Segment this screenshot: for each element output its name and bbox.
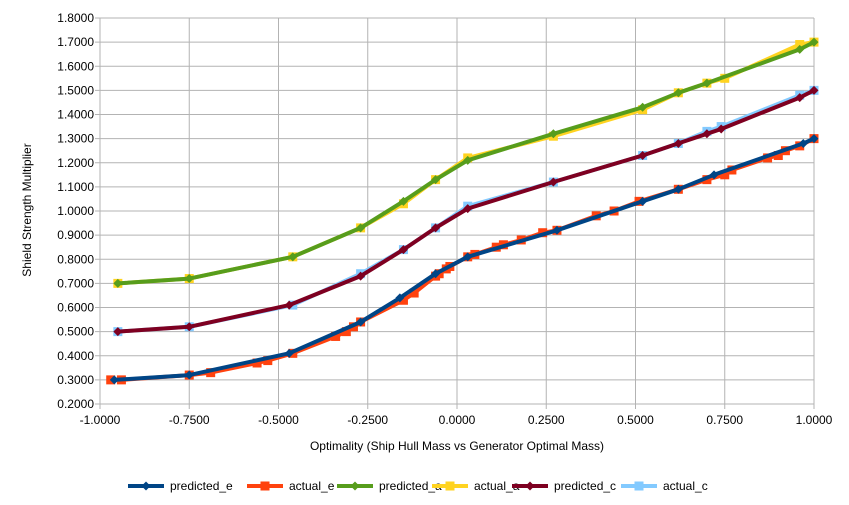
x-tick-label: -0.2500 xyxy=(347,413,388,427)
legend-marker-predicted_a xyxy=(350,481,360,491)
y-axis-ticks: 0.2000 0.3000 0.4000 0.5000 0.6000 0.7000 0.80… xyxy=(57,11,100,411)
data-point-predicted_a xyxy=(356,223,366,233)
data-point-predicted_e xyxy=(395,293,405,303)
y-axis-title: Shield Strength Multiplier xyxy=(20,143,34,276)
data-point-predicted_e xyxy=(709,170,719,180)
data-point-predicted_a xyxy=(184,274,194,284)
data-point-actual_e xyxy=(263,356,273,366)
data-point-actual_e xyxy=(206,368,216,378)
data-point-predicted_c xyxy=(638,151,648,161)
y-tick-label: 0.7000 xyxy=(57,276,94,290)
x-tick-label: 0.0000 xyxy=(439,413,476,427)
y-tick-label: 0.8000 xyxy=(57,252,94,266)
legend-marker-predicted_e xyxy=(141,481,151,491)
y-tick-label: 1.3000 xyxy=(57,132,94,146)
data-point-predicted_e xyxy=(809,134,819,144)
y-tick-label: 1.7000 xyxy=(57,35,94,49)
data-point-actual_e xyxy=(398,295,408,305)
legend-label-predicted_c: predicted_c xyxy=(554,479,616,493)
legend-marker-actual_c xyxy=(634,481,644,491)
data-point-predicted_e xyxy=(463,252,473,262)
data-point-predicted_c xyxy=(431,223,441,233)
legend-marker-actual_e xyxy=(260,481,270,491)
data-point-predicted_e xyxy=(356,317,366,327)
legend-label-actual_a: actual_a xyxy=(474,479,520,493)
series-predicted_e xyxy=(109,134,819,385)
x-tick-label: 0.5000 xyxy=(617,413,654,427)
series-layer xyxy=(106,37,819,385)
data-point-predicted_c xyxy=(398,245,408,255)
data-point-actual_e xyxy=(252,358,262,368)
data-point-predicted_e xyxy=(184,370,194,380)
data-point-predicted_e xyxy=(109,375,119,385)
data-point-predicted_c xyxy=(113,327,123,337)
data-point-predicted_e xyxy=(638,196,648,206)
series-predicted_c xyxy=(113,85,819,337)
gridlines xyxy=(99,17,815,405)
legend-marker-actual_a xyxy=(445,481,455,491)
data-point-predicted_c xyxy=(673,138,683,148)
data-point-actual_a xyxy=(795,40,805,50)
data-point-actual_e xyxy=(773,151,783,161)
data-point-predicted_e xyxy=(798,138,808,148)
data-point-predicted_e xyxy=(431,269,441,279)
y-tick-label: 0.3000 xyxy=(57,373,94,387)
data-point-predicted_e xyxy=(552,225,562,235)
data-point-actual_e xyxy=(341,327,351,337)
data-point-predicted_c xyxy=(716,124,726,134)
y-tick-label: 0.2000 xyxy=(57,397,94,411)
data-point-actual_e xyxy=(720,170,730,180)
data-point-actual_e xyxy=(331,331,341,341)
y-tick-label: 1.1000 xyxy=(57,180,94,194)
legend: predicted_e actual_e predicted_a actual_a pr… xyxy=(128,479,708,493)
x-tick-label: 1.0000 xyxy=(796,413,833,427)
x-tick-label: -0.5000 xyxy=(258,413,299,427)
data-point-predicted_a xyxy=(702,78,712,88)
series-predicted_a xyxy=(113,37,819,288)
x-tick-label: -0.7500 xyxy=(169,413,210,427)
legend-label-predicted_a: predicted_a xyxy=(379,479,442,493)
data-point-predicted_a xyxy=(548,129,558,139)
y-tick-label: 1.6000 xyxy=(57,59,94,73)
data-point-predicted_e xyxy=(673,184,683,194)
data-point-predicted_a xyxy=(431,175,441,185)
data-point-predicted_c xyxy=(795,93,805,103)
data-point-actual_e xyxy=(409,288,419,298)
x-axis-ticks: -1.0000 -0.7500 -0.5000 -0.2500 0.0000 0.2500… xyxy=(80,404,833,427)
data-point-predicted_c xyxy=(548,177,558,187)
y-tick-label: 1.0000 xyxy=(57,204,94,218)
legend-label-predicted_e: predicted_e xyxy=(170,479,233,493)
y-tick-label: 0.5000 xyxy=(57,325,94,339)
y-tick-label: 0.9000 xyxy=(57,228,94,242)
x-axis-title: Optimality (Ship Hull Mass vs Generator … xyxy=(310,439,604,453)
y-tick-label: 1.4000 xyxy=(57,108,94,122)
data-point-predicted_a xyxy=(463,155,473,165)
y-tick-label: 1.5000 xyxy=(57,83,94,97)
data-point-predicted_c xyxy=(356,271,366,281)
data-point-predicted_c xyxy=(702,129,712,139)
data-point-predicted_a xyxy=(795,44,805,54)
legend-label-actual_c: actual_c xyxy=(663,479,708,493)
y-tick-label: 0.6000 xyxy=(57,301,94,315)
legend-label-actual_e: actual_e xyxy=(289,479,335,493)
x-tick-label: 0.7500 xyxy=(706,413,743,427)
data-point-predicted_a xyxy=(809,37,819,47)
data-point-predicted_c xyxy=(463,204,473,214)
data-point-predicted_a xyxy=(638,102,648,112)
data-point-predicted_a xyxy=(398,196,408,206)
data-point-predicted_a xyxy=(673,88,683,98)
y-tick-label: 1.8000 xyxy=(57,11,94,25)
data-point-predicted_c xyxy=(284,300,294,310)
data-point-predicted_a xyxy=(113,278,123,288)
legend-marker-predicted_c xyxy=(525,481,535,491)
data-point-predicted_e xyxy=(284,348,294,358)
data-point-predicted_a xyxy=(288,252,298,262)
data-point-predicted_c xyxy=(184,322,194,332)
x-tick-label: 0.2500 xyxy=(528,413,565,427)
data-point-predicted_c xyxy=(809,85,819,95)
x-tick-label: -1.0000 xyxy=(80,413,121,427)
y-tick-label: 1.2000 xyxy=(57,156,94,170)
y-tick-label: 0.4000 xyxy=(57,349,94,363)
